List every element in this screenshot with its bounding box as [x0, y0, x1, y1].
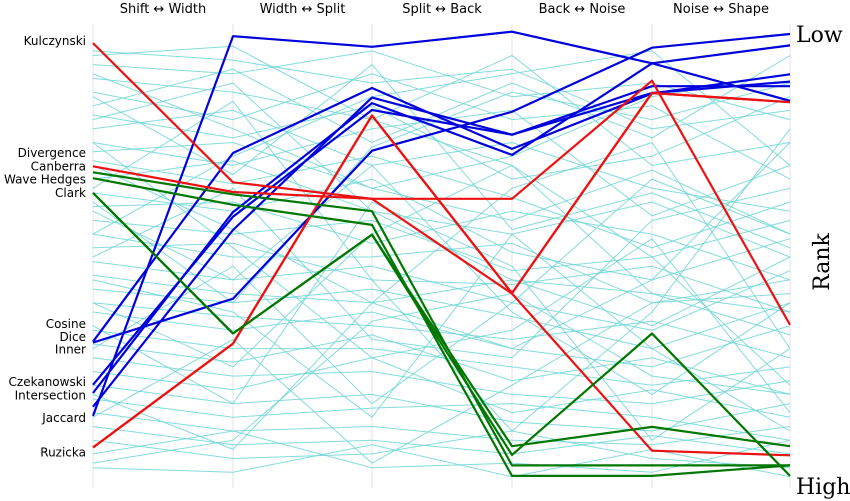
- green-series-line: [92, 192, 791, 448]
- background-line: [92, 160, 791, 258]
- background-line: [92, 201, 791, 281]
- background-line: [92, 54, 791, 166]
- row-label: Ruzicka: [40, 446, 86, 460]
- row-label: Jaccard: [41, 411, 86, 425]
- background-line: [92, 334, 791, 395]
- background-line: [92, 357, 791, 418]
- green-series-line: [92, 171, 790, 467]
- blue-series-line: [92, 80, 791, 408]
- background-line: [92, 288, 791, 350]
- row-label: Canberra: [31, 159, 86, 173]
- background-line: [92, 412, 791, 446]
- background-line: [92, 311, 791, 368]
- background-line: [92, 444, 791, 478]
- axis-title-3: Back ↔ Noise: [539, 2, 626, 17]
- background-line: [92, 357, 791, 405]
- background-line: [92, 73, 791, 189]
- background-line: [92, 178, 791, 281]
- blue-series-line: [92, 85, 790, 386]
- background-line: [92, 155, 791, 249]
- background-line: [92, 233, 791, 304]
- axis-title-2: Split ↔ Back: [402, 2, 482, 17]
- background-line: [92, 293, 791, 464]
- row-label: Dice: [59, 330, 86, 344]
- background-line: [92, 302, 791, 359]
- background-line: [92, 63, 791, 249]
- red-series-line: [92, 165, 791, 457]
- axis-titles: Shift ↔ Width Width ↔ Split Split ↔ Back Ba…: [120, 2, 769, 17]
- background-line: [92, 261, 791, 331]
- row-label: Inner: [55, 343, 86, 357]
- background-line: [92, 279, 791, 464]
- red-series-line: [92, 42, 791, 326]
- background-line: [92, 45, 791, 313]
- background-line: [92, 201, 791, 441]
- background-line: [92, 73, 791, 180]
- row-label: Czekanowski: [9, 375, 86, 389]
- background-lines: [92, 45, 791, 478]
- rank-axis-title: Rank: [810, 232, 835, 290]
- background-line: [92, 50, 791, 121]
- background-line: [92, 274, 791, 336]
- row-label: Kulczynski: [24, 34, 86, 48]
- background-line: [92, 178, 791, 405]
- axis-title-1: Width ↔ Split: [260, 2, 346, 17]
- background-line: [92, 430, 791, 473]
- blue-series-line: [92, 44, 791, 394]
- rank-low-label: Low: [796, 23, 843, 48]
- highlight-lines: [91, 30, 791, 477]
- background-line: [92, 55, 791, 144]
- background-line: [92, 384, 791, 432]
- axis-title-4: Noise ↔ Shape: [673, 2, 769, 17]
- row-label: Cosine: [46, 317, 86, 331]
- rank-high-label: High: [796, 475, 850, 500]
- green-series-line: [92, 177, 791, 477]
- row-label: Divergence: [18, 146, 86, 160]
- background-line: [92, 100, 791, 432]
- background-line: [92, 398, 791, 441]
- row-label: Clark: [55, 186, 86, 200]
- blue-series-line: [92, 32, 791, 344]
- axis-title-0: Shift ↔ Width: [120, 2, 206, 17]
- background-line: [92, 426, 791, 455]
- background-line: [92, 430, 791, 469]
- background-line: [92, 109, 791, 212]
- blue-series-line: [91, 30, 791, 417]
- red-series-line: [92, 91, 791, 449]
- row-label: Wave Hedges: [4, 173, 86, 187]
- background-line: [92, 50, 791, 130]
- row-label: Intersection: [15, 388, 86, 402]
